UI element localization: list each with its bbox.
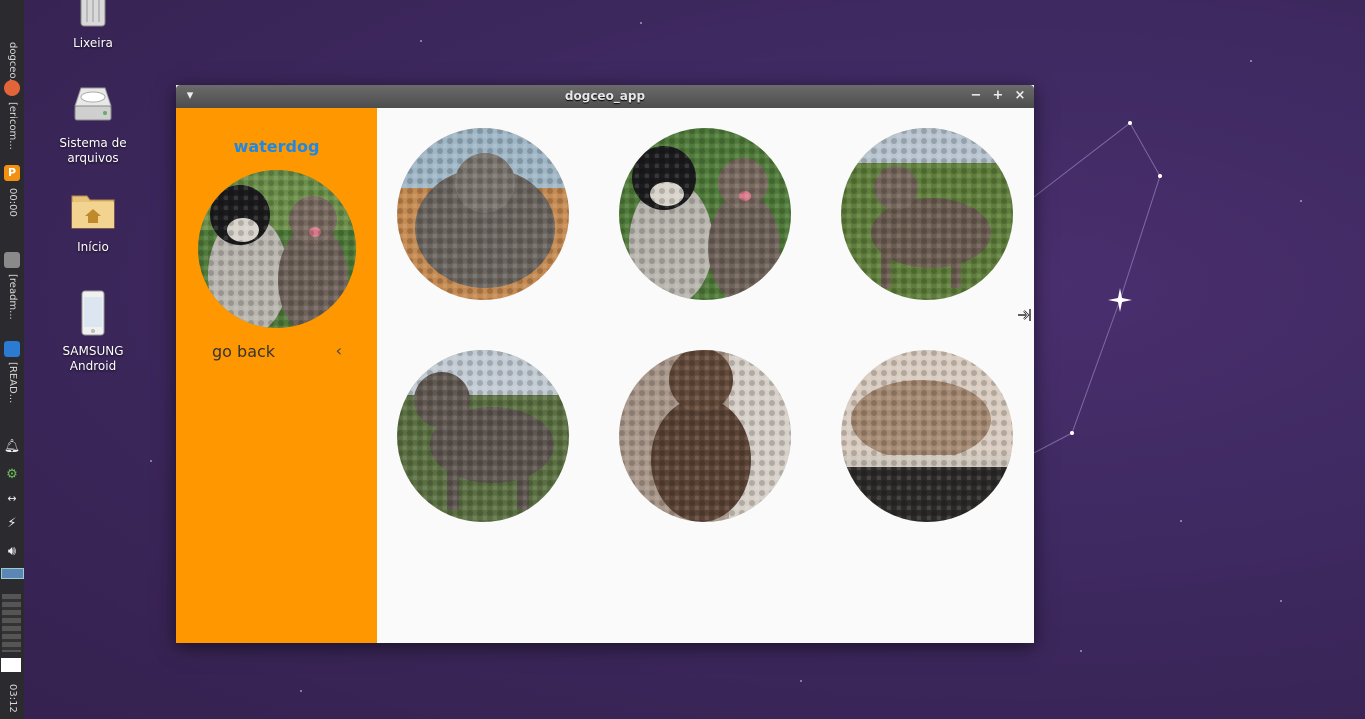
clock[interactable]: 03:12 bbox=[7, 684, 18, 713]
desktop-icon-label: SAMSUNG Android bbox=[62, 344, 124, 373]
maximize-button[interactable]: + bbox=[992, 88, 1004, 103]
drive-icon bbox=[69, 82, 117, 130]
power-icon[interactable]: ⚡︎ bbox=[7, 516, 17, 531]
trash-icon bbox=[69, 0, 117, 40]
constellation-decoration bbox=[1030, 121, 1162, 456]
browser-icon[interactable] bbox=[4, 80, 20, 96]
dog-gallery bbox=[377, 108, 1034, 643]
window-menu-button[interactable]: ▾ bbox=[186, 88, 194, 103]
network-icon[interactable]: ⚙︎ bbox=[6, 467, 18, 482]
close-button[interactable]: × bbox=[1014, 88, 1026, 103]
desktop-icon-filesystem[interactable]: Sistema de arquivos bbox=[48, 82, 138, 166]
window-title: dogceo_app bbox=[564, 89, 646, 103]
taskbar-item-ericom[interactable]: [ericom... bbox=[7, 102, 18, 150]
taskbar-item-timer[interactable]: 00:00 bbox=[7, 188, 18, 217]
cursor-icon bbox=[1018, 309, 1031, 321]
dog-photo[interactable] bbox=[841, 128, 1013, 300]
desktop-icon-trash[interactable]: Lixeira bbox=[48, 0, 138, 51]
breed-title: waterdog bbox=[233, 137, 320, 156]
battery-indicator bbox=[1, 658, 21, 672]
taskbar-item-readme-2[interactable]: [READ... bbox=[7, 362, 18, 404]
workspace-indicator[interactable] bbox=[1, 568, 24, 579]
dog-photo[interactable] bbox=[397, 350, 569, 522]
vscode-icon[interactable] bbox=[4, 341, 20, 357]
breed-avatar bbox=[198, 170, 356, 328]
app-window: ▾ dogceo_app − + × waterdog go back ‹ bbox=[176, 85, 1034, 643]
minimize-button[interactable]: − bbox=[970, 88, 982, 103]
sidebar: waterdog go back ‹ bbox=[176, 108, 377, 643]
go-back-button[interactable]: go back ‹ bbox=[212, 341, 342, 364]
dog-photo[interactable] bbox=[619, 350, 791, 522]
taskbar-item-readme[interactable]: [readm... bbox=[7, 274, 18, 320]
dog-photo[interactable] bbox=[619, 128, 791, 300]
desktop-icon-label: Início bbox=[77, 240, 109, 254]
bell-icon[interactable]: 🔔︎ bbox=[3, 439, 21, 454]
dog-photo[interactable] bbox=[841, 350, 1013, 522]
player-icon[interactable]: P bbox=[4, 165, 20, 181]
window-titlebar[interactable]: ▾ dogceo_app − + × bbox=[176, 85, 1034, 108]
taskbar-item-dogceo[interactable]: dogceo... bbox=[7, 42, 18, 88]
volume-icon[interactable]: 🔊︎ bbox=[7, 544, 17, 559]
folder-icon[interactable] bbox=[4, 252, 20, 268]
desktop-icon-home[interactable]: Início bbox=[48, 186, 138, 255]
home-folder-icon bbox=[69, 186, 117, 234]
dog-photo[interactable] bbox=[397, 128, 569, 300]
phone-icon bbox=[69, 290, 117, 338]
desktop-icon-label: Sistema de arquivos bbox=[59, 136, 127, 165]
chevron-left-icon: ‹ bbox=[335, 341, 342, 360]
desktop-icon-label: Lixeira bbox=[73, 36, 113, 50]
taskbar: dogceo... [ericom... P 00:00 [readm... [… bbox=[0, 0, 24, 719]
cpu-monitor bbox=[2, 594, 21, 652]
go-back-label: go back bbox=[212, 342, 276, 361]
desktop-icon-phone[interactable]: SAMSUNG Android bbox=[48, 290, 138, 374]
remote-icon[interactable]: ↔ bbox=[7, 492, 17, 505]
